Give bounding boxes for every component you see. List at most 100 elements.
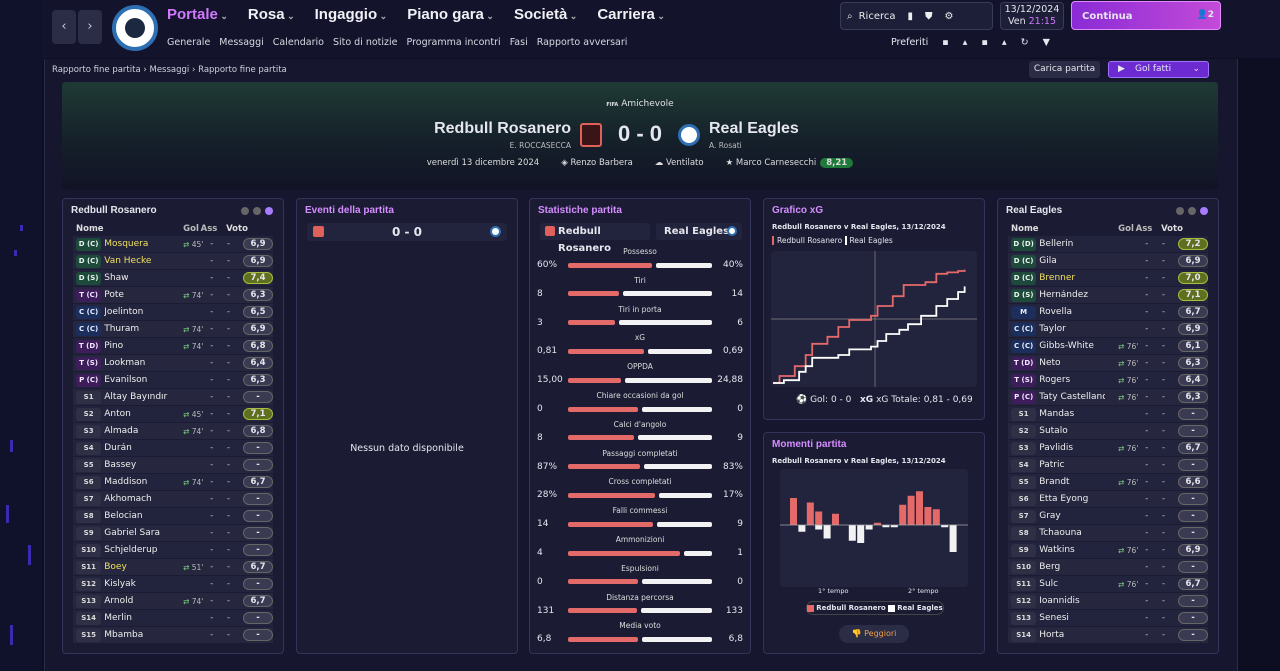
player-row[interactable]: S7 Akhomach - - - bbox=[73, 491, 273, 508]
player-name[interactable]: Gila bbox=[1039, 256, 1057, 266]
player-row[interactable]: S5 Bassey - - - bbox=[73, 457, 273, 474]
cards-icon[interactable]: ▪ bbox=[981, 37, 988, 48]
refresh-icon[interactable]: ↻ bbox=[1020, 37, 1029, 48]
player-row[interactable]: S12 Kislyak - - - bbox=[73, 576, 273, 593]
player-row[interactable]: S10 Schjelderup - - - bbox=[73, 542, 273, 559]
player-row[interactable]: C (C) Gibbs-White ⇄ 76' - -6,1 bbox=[1008, 338, 1208, 355]
player-row[interactable]: S9 Gabriel Sara - - - bbox=[73, 525, 273, 542]
shield-icon[interactable]: ⛊ bbox=[925, 10, 933, 22]
game-date[interactable]: 13/12/2024 Ven 21:15 bbox=[1000, 2, 1064, 30]
player-row[interactable]: D (S) Hernández - - 7,1 bbox=[1008, 287, 1208, 304]
subnav-news[interactable]: Sito di notizie bbox=[332, 37, 398, 48]
subnav-avversari[interactable]: Rapporto avversari bbox=[536, 37, 628, 48]
player-name[interactable]: Senesi bbox=[1039, 613, 1069, 623]
player-name[interactable]: Belocian bbox=[104, 511, 143, 521]
away-team-name[interactable]: Real Eagles bbox=[709, 120, 799, 137]
player-name[interactable]: Rovella bbox=[1039, 307, 1072, 317]
player-row[interactable]: S3 Pavlidis ⇄ 76' - -6,7 bbox=[1008, 440, 1208, 457]
player-name[interactable]: Hernández bbox=[1039, 290, 1088, 300]
player-name[interactable]: Almada bbox=[104, 426, 139, 436]
player-name[interactable]: Merlin bbox=[104, 613, 132, 623]
player-row[interactable]: S7 Gray - - - bbox=[1008, 508, 1208, 525]
subnav-programma[interactable]: Programma incontri bbox=[406, 37, 501, 48]
nav-carriera[interactable]: Carriera bbox=[597, 6, 665, 23]
player-row[interactable]: S15 Mbamba - - - bbox=[73, 627, 273, 644]
player-row[interactable]: S4 Patric - - - bbox=[1008, 457, 1208, 474]
player-name[interactable]: Schjelderup bbox=[104, 545, 158, 555]
player-name[interactable]: Etta Eyong bbox=[1039, 494, 1089, 504]
player-row[interactable]: S12 Ioannidis - - - bbox=[1008, 593, 1208, 610]
player-row[interactable]: C (C) Joelinton - - 6,5 bbox=[73, 304, 273, 321]
player-name[interactable]: Mandas bbox=[1039, 409, 1075, 419]
load-match-button[interactable]: Carica partita bbox=[1029, 61, 1100, 78]
player-row[interactable]: P (C)Taty Castellanos⇄ 76'--6,3 bbox=[1008, 389, 1208, 406]
player-name[interactable]: Altay Bayındır bbox=[104, 392, 168, 402]
player-row[interactable]: S11 Boey ⇄ 51' - -6,7 bbox=[73, 559, 273, 576]
bookmark-icon[interactable]: ▮ bbox=[907, 10, 914, 22]
player-row[interactable]: D (C) Van Hecke - - 6,9 bbox=[73, 253, 273, 270]
player-name[interactable]: Berg bbox=[1039, 562, 1061, 572]
player-name[interactable]: Taty Castellanos bbox=[1039, 392, 1104, 402]
subnav-calendario[interactable]: Calendario bbox=[272, 37, 324, 48]
player-name[interactable]: Brandt bbox=[1039, 477, 1070, 487]
player-row[interactable]: T (S) Rogers ⇄ 76' - -6,4 bbox=[1008, 372, 1208, 389]
goals-dropdown[interactable]: ▶ Gol fatti ⌄ bbox=[1108, 61, 1209, 78]
back-button[interactable]: ‹ bbox=[52, 10, 76, 44]
player-name[interactable]: Durán bbox=[104, 443, 132, 453]
player-name[interactable]: Taylor bbox=[1039, 324, 1066, 334]
breadcrumb-item[interactable]: Rapporto fine partita bbox=[52, 65, 141, 75]
player-name[interactable]: Ioannidis bbox=[1039, 596, 1080, 606]
player-row[interactable]: S2 Anton ⇄ 45' - -7,1 bbox=[73, 406, 273, 423]
player-row[interactable]: D (S) Shaw - - 7,4 bbox=[73, 270, 273, 287]
player-name[interactable]: Akhomach bbox=[104, 494, 152, 504]
nav-societa[interactable]: Società bbox=[514, 6, 577, 23]
nav-ingaggio[interactable]: Ingaggio bbox=[315, 6, 388, 23]
trophy-icon[interactable]: ▼ bbox=[1042, 37, 1050, 48]
chat-icon[interactable]: ▪ bbox=[942, 37, 949, 48]
player-row[interactable]: M Rovella - - 6,7 bbox=[1008, 304, 1208, 321]
nav-piano-gara[interactable]: Piano gara bbox=[407, 6, 494, 23]
breadcrumb-item[interactable]: Messaggi bbox=[149, 65, 190, 75]
player-row[interactable]: C (C) Thuram ⇄ 74' - -6,9 bbox=[73, 321, 273, 338]
player-row[interactable]: C (C) Taylor - - 6,9 bbox=[1008, 321, 1208, 338]
player-row[interactable]: S4 Durán - - - bbox=[73, 440, 273, 457]
player-row[interactable]: D (C) Brenner - - 7,0 bbox=[1008, 270, 1208, 287]
player-row[interactable]: S13 Senesi - - - bbox=[1008, 610, 1208, 627]
player-name[interactable]: Watkins bbox=[1039, 545, 1075, 555]
player-row[interactable]: S1 Altay Bayındır - - - bbox=[73, 389, 273, 406]
player-name[interactable]: Van Hecke bbox=[104, 256, 152, 266]
subnav-messaggi[interactable]: Messaggi bbox=[219, 37, 264, 48]
player-name[interactable]: Gibbs-White bbox=[1039, 341, 1094, 351]
player-name[interactable]: Gabriel Sara bbox=[104, 528, 160, 538]
worst-button[interactable]: 👎 Peggiori bbox=[839, 625, 909, 643]
search-icon[interactable]: ⌕ bbox=[847, 10, 853, 22]
player-row[interactable]: S14 Merlin - - - bbox=[73, 610, 273, 627]
player-name[interactable]: Šulc bbox=[1039, 579, 1059, 589]
player-name[interactable]: Boey bbox=[104, 562, 127, 572]
player-row[interactable]: D (C) Gila - - 6,9 bbox=[1008, 253, 1208, 270]
subnav-generale[interactable]: Generale bbox=[167, 37, 211, 48]
player-row[interactable]: S10 Berg - - - bbox=[1008, 559, 1208, 576]
man-of-the-match[interactable]: ★ Marco Carnesecchi 8,21 bbox=[726, 158, 854, 168]
tactics-icon[interactable]: ▴ bbox=[1001, 37, 1007, 48]
player-name[interactable]: Evanilson bbox=[104, 375, 148, 385]
player-row[interactable]: S2 Šutalo - - - bbox=[1008, 423, 1208, 440]
subnav-fasi[interactable]: Fasi bbox=[509, 37, 528, 48]
player-name[interactable]: Shaw bbox=[104, 273, 129, 283]
player-row[interactable]: S6 Etta Eyong - - - bbox=[1008, 491, 1208, 508]
player-row[interactable]: P (C) Evanilson - - 6,3 bbox=[73, 372, 273, 389]
player-name[interactable]: Rogers bbox=[1039, 375, 1071, 385]
home-team-name[interactable]: Redbull Rosanero bbox=[434, 120, 571, 137]
player-row[interactable]: S3 Almada ⇄ 74' - -6,8 bbox=[73, 423, 273, 440]
search-button[interactable]: Ricerca bbox=[858, 10, 896, 22]
forward-button[interactable]: › bbox=[78, 10, 102, 44]
player-row[interactable]: D (D) Bellerín - - 7,2 bbox=[1008, 236, 1208, 253]
player-name[interactable]: Patric bbox=[1039, 460, 1065, 470]
player-row[interactable]: S6 Maddison ⇄ 74' - -6,7 bbox=[73, 474, 273, 491]
player-row[interactable]: T (D) Neto ⇄ 76' - -6,3 bbox=[1008, 355, 1208, 372]
player-name[interactable]: Mosquera bbox=[104, 239, 149, 249]
player-row[interactable]: S13 Arnold ⇄ 74' - -6,7 bbox=[73, 593, 273, 610]
gear-icon[interactable]: ⚙ bbox=[944, 10, 954, 22]
view-dots[interactable] bbox=[241, 207, 273, 215]
player-name[interactable]: Maddison bbox=[104, 477, 148, 487]
